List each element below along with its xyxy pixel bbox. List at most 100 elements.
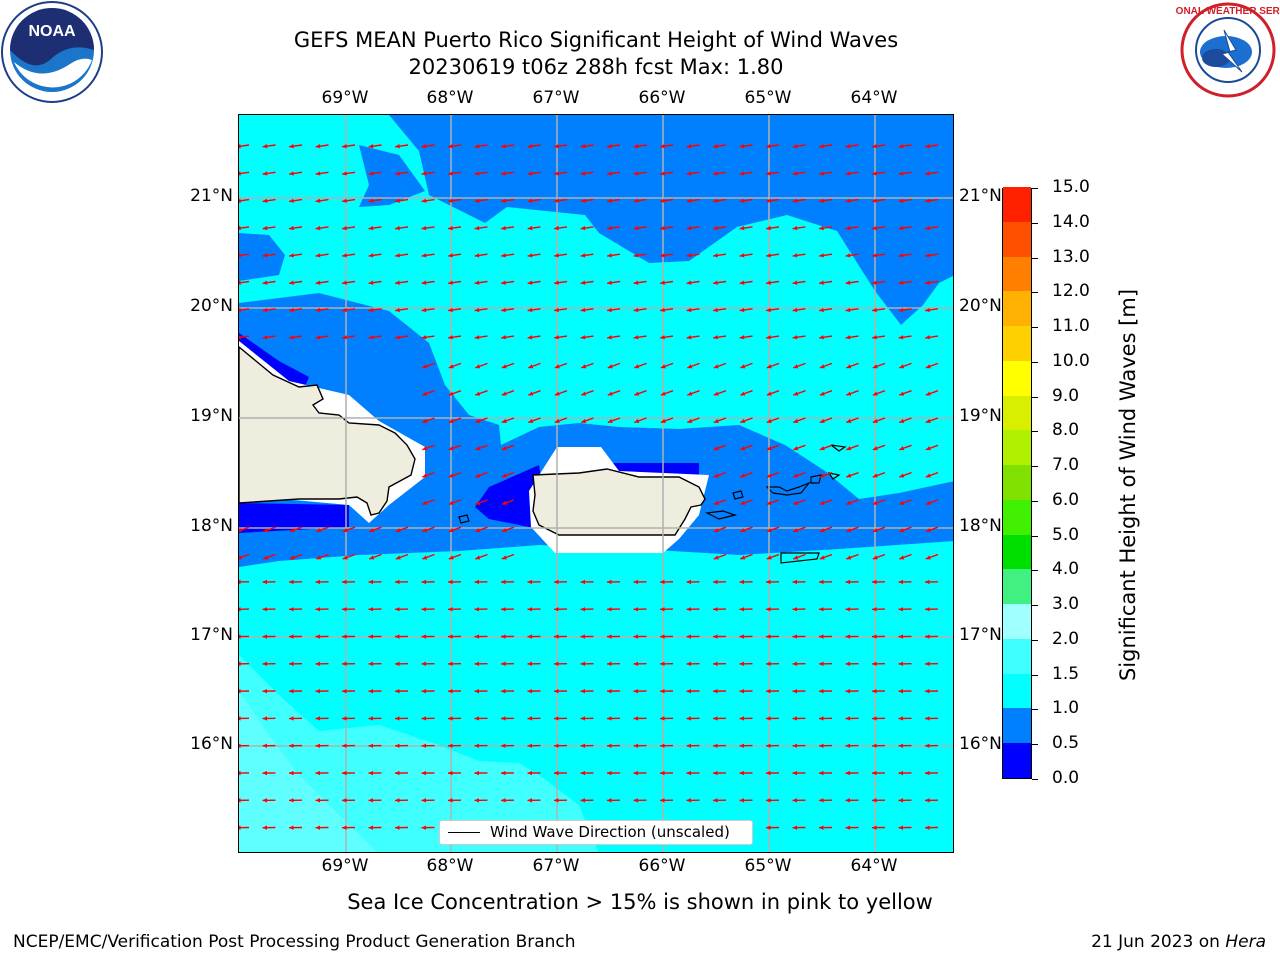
wind-direction-arrow (871, 770, 886, 776)
wind-direction-arrow (792, 280, 806, 285)
wind-direction-arrow (239, 688, 250, 694)
wind-direction-arrow (527, 770, 541, 776)
wind-direction-arrow (474, 225, 488, 231)
wind-direction-arrow (765, 716, 780, 721)
colorbar-tick-mark (1032, 605, 1038, 607)
wind-direction-arrow (239, 716, 250, 721)
wind-direction-arrow (818, 634, 833, 639)
wind-direction-arrow (553, 579, 568, 585)
wind-direction-arrow (739, 798, 753, 803)
wind-direction-arrow (659, 770, 674, 776)
wind-direction-arrow (818, 688, 833, 694)
wind-direction-arrow (925, 499, 939, 506)
wind-direction-arrow (422, 362, 435, 369)
land-vieques (704, 510, 738, 520)
wind-direction-arrow (368, 253, 382, 258)
wind-direction-arrow (421, 307, 435, 313)
wind-direction-arrow (845, 198, 859, 203)
wind-direction-arrow (792, 661, 806, 667)
wind-direction-arrow (739, 198, 753, 203)
wind-direction-arrow (342, 553, 356, 560)
colorbar-tick-label: 15.0 (1052, 177, 1090, 197)
wind-direction-arrow (606, 661, 621, 667)
wind-direction-arrow (289, 335, 303, 340)
wind-direction-arrow (899, 444, 912, 451)
wind-direction-arrow (792, 688, 806, 694)
wind-direction-arrow (899, 390, 912, 396)
wind-direction-arrow (766, 526, 780, 533)
wind-direction-arrow (925, 526, 939, 533)
wind-direction-arrow (315, 661, 329, 667)
wind-direction-arrow (660, 390, 674, 396)
colorbar-tick-label: 11.0 (1052, 316, 1090, 337)
wind-direction-arrow (633, 144, 647, 149)
colorbar-tick-mark (1032, 535, 1038, 537)
wind-direction-arrow (474, 661, 488, 667)
wind-direction-arrow (288, 579, 303, 585)
wind-direction-arrow (448, 225, 462, 231)
wind-direction-arrow (500, 661, 515, 667)
wind-direction-arrow (633, 688, 647, 694)
wind-direction-arrow (846, 499, 859, 506)
wind-direction-arrow (421, 579, 435, 585)
land-virgin-islands-2 (810, 474, 822, 484)
wind-direction-arrow (739, 716, 753, 721)
wind-direction-arrow (846, 390, 859, 396)
wind-direction-arrow (288, 716, 303, 721)
wind-direction-arrow (341, 607, 356, 612)
wind-direction-arrow (766, 171, 780, 176)
wind-direction-arrow (606, 770, 621, 776)
wind-direction-arrow (740, 499, 753, 506)
wind-direction-arrow (898, 171, 912, 176)
colorbar-tick-label: 4.0 (1052, 559, 1080, 580)
wind-direction-arrow (527, 144, 541, 149)
wind-direction-arrow (766, 444, 780, 451)
wind-direction-arrow (554, 280, 568, 285)
wind-direction-arrow (394, 607, 409, 612)
wind-direction-arrow (239, 280, 250, 285)
wind-direction-arrow (924, 798, 939, 803)
wind-direction-arrow (607, 225, 621, 231)
wind-direction-arrow (422, 499, 435, 506)
wind-direction-arrow (792, 171, 806, 176)
wind-direction-arrow (660, 144, 674, 149)
wind-direction-arrow (554, 417, 568, 424)
wind-direction-arrow (606, 607, 621, 612)
wind-direction-arrow (872, 280, 886, 285)
lat-label-left: 18°N (190, 516, 233, 536)
wind-direction-arrow (341, 579, 356, 585)
wind-direction-arrow (394, 798, 409, 803)
wind-direction-arrow (527, 307, 541, 313)
wind-direction-arrow (395, 253, 409, 258)
wind-direction-arrow (818, 825, 833, 830)
wind-direction-arrow (395, 171, 409, 176)
wind-direction-arrow (262, 688, 276, 694)
wind-direction-arrow (633, 743, 647, 748)
wind-direction-arrow (872, 444, 886, 451)
wind-direction-arrow (262, 825, 276, 830)
wind-direction-arrow (633, 225, 647, 231)
ocean-band-0-0.5-west-pr (475, 465, 545, 529)
wind-direction-arrow (368, 579, 382, 585)
wind-direction-arrow (792, 770, 806, 776)
wind-direction-arrow (739, 280, 753, 285)
colorbar-tick-mark (1032, 674, 1038, 676)
wind-direction-arrow (395, 280, 409, 285)
wind-direction-arrow (765, 825, 780, 830)
wind-direction-arrow (712, 661, 727, 667)
wind-direction-arrow (766, 307, 780, 313)
wind-direction-arrow (342, 526, 356, 533)
wind-direction-arrow (580, 716, 594, 721)
wind-direction-arrow (792, 225, 806, 231)
wind-direction-arrow (606, 634, 621, 639)
wind-direction-arrow (342, 225, 356, 231)
wind-direction-arrow (341, 770, 356, 776)
wind-direction-arrow (713, 417, 727, 424)
wind-direction-arrow (871, 688, 886, 694)
wind-direction-arrow (580, 335, 594, 340)
wind-direction-arrow (739, 307, 753, 313)
wind-direction-arrow (740, 553, 753, 560)
wind-direction-arrow (766, 390, 780, 396)
wind-direction-arrow (660, 335, 674, 340)
wind-direction-arrow (368, 716, 382, 721)
